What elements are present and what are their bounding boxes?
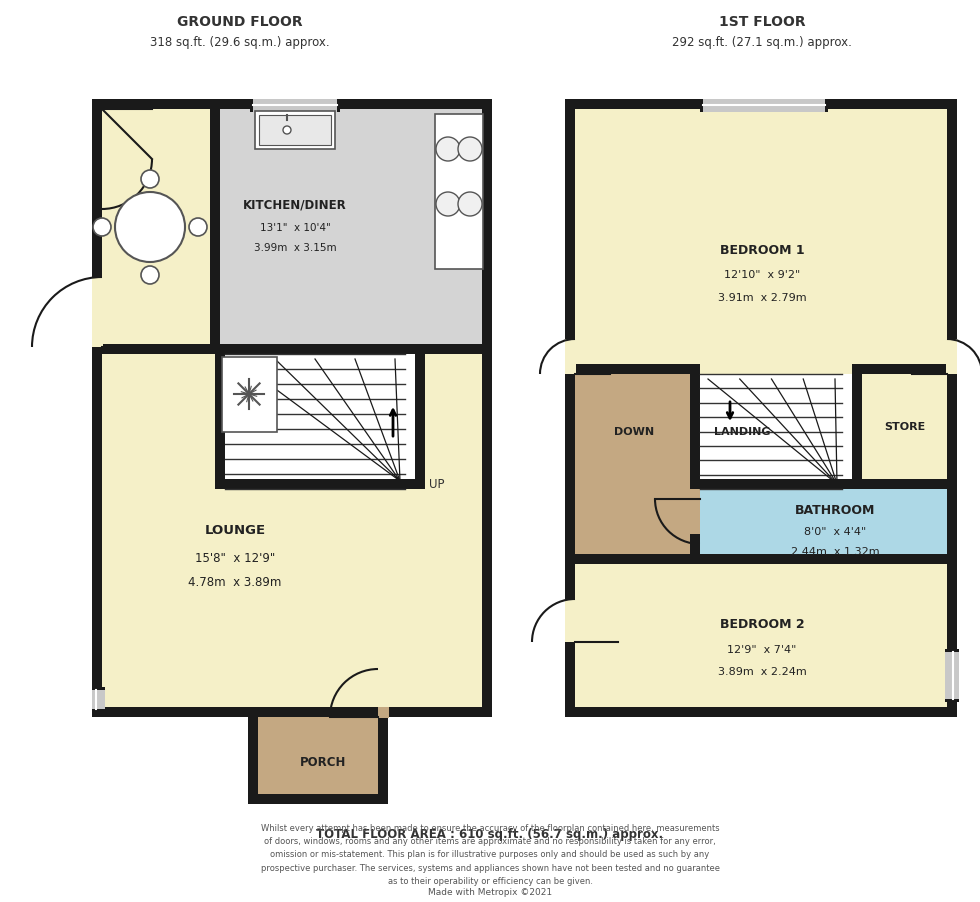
Bar xyxy=(689,490,700,534)
Bar xyxy=(565,599,576,642)
Text: 8'0"  x 4'4": 8'0" x 4'4" xyxy=(804,527,866,537)
Bar xyxy=(102,110,152,160)
Text: STORE: STORE xyxy=(884,421,926,431)
Text: BEDROOM 1: BEDROOM 1 xyxy=(719,244,805,256)
Bar xyxy=(565,707,957,717)
Text: 3.99m  x 3.15m: 3.99m x 3.15m xyxy=(254,243,336,253)
Circle shape xyxy=(458,138,482,161)
Bar xyxy=(565,374,700,565)
Text: PORCH: PORCH xyxy=(300,756,346,769)
Text: 15'8"  x 12'9": 15'8" x 12'9" xyxy=(195,551,275,564)
Bar xyxy=(565,364,700,374)
Bar xyxy=(248,707,258,804)
Bar xyxy=(378,707,388,804)
Bar xyxy=(337,100,340,113)
Bar xyxy=(92,707,492,717)
Text: KITCHEN/DINER: KITCHEN/DINER xyxy=(243,198,347,211)
Bar xyxy=(565,565,957,717)
Bar xyxy=(482,100,492,717)
Text: 13'1"  x 10'4": 13'1" x 10'4" xyxy=(260,223,330,233)
Bar xyxy=(825,100,828,113)
Circle shape xyxy=(141,170,159,189)
Text: 3.91m  x 2.79m: 3.91m x 2.79m xyxy=(717,292,807,303)
Bar xyxy=(945,649,959,703)
Text: 12'10"  x 9'2": 12'10" x 9'2" xyxy=(724,270,800,280)
Text: 4.78m  x 3.89m: 4.78m x 3.89m xyxy=(188,575,281,588)
Circle shape xyxy=(436,138,460,161)
Bar xyxy=(852,374,957,490)
Text: 2.44m  x 1.32m: 2.44m x 1.32m xyxy=(791,547,879,557)
Bar xyxy=(565,340,576,374)
Bar xyxy=(945,699,959,703)
Bar xyxy=(700,374,852,490)
Text: 1ST FLOOR: 1ST FLOOR xyxy=(718,15,806,29)
Text: DOWN: DOWN xyxy=(613,427,654,437)
Bar xyxy=(210,100,220,354)
Bar xyxy=(92,345,492,354)
Bar xyxy=(945,649,959,652)
Text: BEDROOM 2: BEDROOM 2 xyxy=(719,618,805,630)
Bar xyxy=(700,100,703,113)
Bar xyxy=(378,707,389,718)
Bar xyxy=(565,100,957,110)
Bar xyxy=(415,345,425,490)
Bar xyxy=(435,115,483,270)
Text: Made with Metropix ©2021: Made with Metropix ©2021 xyxy=(428,888,552,897)
Bar xyxy=(565,555,957,565)
Bar xyxy=(565,100,957,374)
Bar xyxy=(250,100,253,113)
Bar xyxy=(852,364,862,490)
Text: LOUNGE: LOUNGE xyxy=(205,523,266,536)
Text: 3.89m  x 2.24m: 3.89m x 2.24m xyxy=(717,667,807,676)
Bar xyxy=(378,707,492,717)
Text: 318 sq.ft. (29.6 sq.m.) approx.: 318 sq.ft. (29.6 sq.m.) approx. xyxy=(150,35,330,49)
Bar xyxy=(92,709,105,713)
Circle shape xyxy=(115,193,185,262)
Bar xyxy=(215,480,425,490)
Text: 12'9"  x 7'4": 12'9" x 7'4" xyxy=(727,644,797,654)
Bar xyxy=(92,100,492,717)
Bar xyxy=(250,100,340,113)
Bar xyxy=(92,100,102,717)
Text: LANDING: LANDING xyxy=(713,427,770,437)
Bar xyxy=(259,115,331,146)
Bar xyxy=(215,354,225,490)
Bar xyxy=(92,707,258,717)
Bar xyxy=(258,717,378,794)
Text: UP: UP xyxy=(429,478,445,491)
Bar xyxy=(852,364,957,374)
Bar xyxy=(222,357,277,433)
Bar xyxy=(92,278,103,347)
Circle shape xyxy=(189,219,207,236)
Text: BATHROOM: BATHROOM xyxy=(795,503,875,516)
Bar xyxy=(92,100,492,110)
Bar xyxy=(220,100,492,354)
Bar xyxy=(700,100,828,113)
Text: GROUND FLOOR: GROUND FLOOR xyxy=(177,15,303,29)
Bar xyxy=(946,340,957,374)
Circle shape xyxy=(283,127,291,135)
Bar xyxy=(92,687,105,690)
Text: 292 sq.ft. (27.1 sq.m.) approx.: 292 sq.ft. (27.1 sq.m.) approx. xyxy=(672,35,852,49)
Circle shape xyxy=(93,219,111,236)
Circle shape xyxy=(436,193,460,216)
Bar xyxy=(225,354,415,490)
Circle shape xyxy=(141,267,159,285)
Bar xyxy=(255,112,335,150)
Circle shape xyxy=(458,193,482,216)
Bar xyxy=(92,687,105,713)
Bar xyxy=(565,100,575,717)
Text: Whilst every attempt has been made to ensure the accuracy of the floorplan conta: Whilst every attempt has been made to en… xyxy=(261,824,719,885)
Bar xyxy=(690,374,700,565)
Bar xyxy=(248,794,388,804)
Text: TOTAL FLOOR AREA : 610 sq.ft. (56.7 sq.m.) approx.: TOTAL FLOOR AREA : 610 sq.ft. (56.7 sq.m… xyxy=(317,827,663,841)
Bar xyxy=(700,490,957,565)
Bar xyxy=(947,100,957,717)
Bar xyxy=(690,480,957,490)
